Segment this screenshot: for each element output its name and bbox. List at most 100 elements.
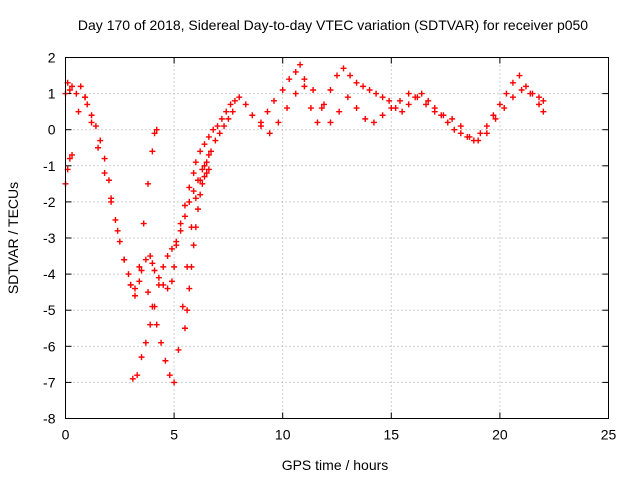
data-point bbox=[142, 256, 149, 263]
y-tick-label: -2 bbox=[43, 194, 56, 210]
data-point bbox=[149, 260, 156, 267]
data-point bbox=[134, 372, 141, 379]
data-point bbox=[73, 90, 80, 97]
data-point bbox=[108, 198, 115, 205]
data-point bbox=[112, 216, 119, 223]
data-point bbox=[190, 170, 197, 177]
axis-ticks bbox=[65, 57, 609, 419]
chart-title: Day 170 of 2018, Sidereal Day-to-day VTE… bbox=[78, 17, 588, 33]
data-point bbox=[318, 105, 325, 112]
data-point bbox=[301, 76, 308, 83]
data-point bbox=[236, 94, 243, 101]
data-point bbox=[192, 195, 199, 202]
data-point bbox=[399, 108, 406, 115]
y-tick-label: -4 bbox=[43, 266, 56, 282]
data-point bbox=[171, 379, 178, 386]
data-point bbox=[314, 119, 321, 126]
data-point bbox=[162, 357, 169, 364]
data-point bbox=[431, 108, 438, 115]
data-point bbox=[418, 90, 425, 97]
data-point bbox=[140, 220, 147, 227]
data-point bbox=[490, 112, 497, 119]
data-point bbox=[192, 159, 199, 166]
data-point bbox=[214, 123, 221, 130]
data-point bbox=[177, 220, 184, 227]
data-point bbox=[138, 267, 145, 274]
data-point bbox=[145, 180, 152, 187]
data-point bbox=[205, 151, 212, 158]
data-point bbox=[425, 97, 432, 104]
series-track-3 bbox=[129, 108, 236, 382]
data-point bbox=[164, 285, 171, 292]
data-point bbox=[279, 86, 286, 93]
data-point bbox=[205, 133, 212, 140]
data-point bbox=[327, 86, 334, 93]
data-point bbox=[192, 224, 199, 231]
data-point bbox=[336, 108, 343, 115]
series-track-4 bbox=[145, 151, 212, 386]
y-tick-label: 0 bbox=[48, 122, 56, 138]
data-point bbox=[271, 97, 278, 104]
data-point bbox=[142, 339, 149, 346]
data-point bbox=[396, 97, 403, 104]
data-point bbox=[208, 148, 215, 155]
data-point bbox=[66, 86, 73, 93]
data-point bbox=[132, 285, 139, 292]
data-point bbox=[249, 112, 256, 119]
data-point bbox=[386, 97, 393, 104]
data-point bbox=[201, 173, 208, 180]
data-point bbox=[307, 105, 314, 112]
data-point bbox=[199, 166, 206, 173]
data-point bbox=[535, 101, 542, 108]
data-point bbox=[373, 90, 380, 97]
data-point bbox=[75, 108, 82, 115]
data-point bbox=[116, 238, 123, 245]
data-point bbox=[69, 151, 76, 158]
data-point bbox=[227, 101, 234, 108]
data-point bbox=[203, 170, 210, 177]
data-point bbox=[181, 213, 188, 220]
data-point bbox=[477, 130, 484, 137]
data-point bbox=[186, 198, 193, 205]
data-point bbox=[449, 115, 456, 122]
data-point bbox=[155, 281, 162, 288]
data-point bbox=[175, 346, 182, 353]
data-point bbox=[503, 90, 510, 97]
data-point bbox=[451, 126, 458, 133]
data-point bbox=[540, 97, 547, 104]
data-point bbox=[179, 303, 186, 310]
data-point bbox=[88, 119, 95, 126]
data-point bbox=[77, 83, 84, 90]
data-point bbox=[483, 130, 490, 137]
data-point bbox=[132, 292, 139, 299]
data-point bbox=[310, 86, 317, 93]
data-point bbox=[483, 123, 490, 130]
data-point bbox=[149, 303, 156, 310]
data-point bbox=[286, 76, 293, 83]
data-point bbox=[444, 119, 451, 126]
data-point bbox=[105, 177, 112, 184]
data-point bbox=[97, 137, 104, 144]
series-track-2 bbox=[62, 94, 160, 299]
data-point bbox=[166, 372, 173, 379]
data-point bbox=[145, 289, 152, 296]
x-tick-label: 10 bbox=[275, 427, 291, 443]
data-point bbox=[509, 79, 516, 86]
data-point bbox=[69, 83, 76, 90]
data-point bbox=[177, 227, 184, 234]
grid-lines bbox=[65, 57, 609, 419]
data-point bbox=[221, 123, 228, 130]
x-tick-label: 25 bbox=[601, 427, 617, 443]
y-tick-label: -3 bbox=[43, 230, 56, 246]
data-point bbox=[257, 123, 264, 130]
data-point bbox=[327, 119, 334, 126]
data-point bbox=[457, 130, 464, 137]
data-point bbox=[516, 72, 523, 79]
data-point bbox=[101, 170, 108, 177]
data-point bbox=[210, 126, 217, 133]
data-point bbox=[203, 159, 210, 166]
x-tick-label: 0 bbox=[62, 427, 70, 443]
data-point bbox=[168, 278, 175, 285]
